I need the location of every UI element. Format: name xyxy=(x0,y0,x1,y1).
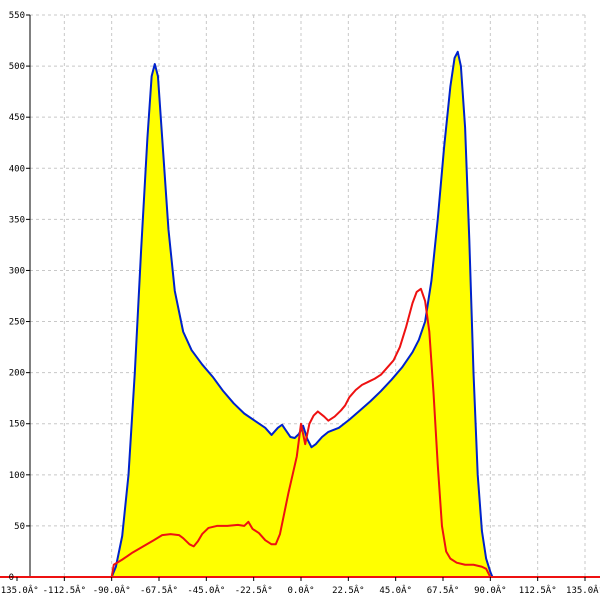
x-tick-label: 67.5Â° xyxy=(427,584,460,596)
series-0-area xyxy=(17,51,585,578)
y-tick-label: 150 xyxy=(9,420,25,430)
y-tick-label: 50 xyxy=(14,522,25,532)
y-tick-label: 200 xyxy=(9,369,25,379)
y-tick-label: 500 xyxy=(9,62,25,72)
x-tick-label: -112.5Â° xyxy=(43,584,86,596)
y-tick-label: 300 xyxy=(9,266,25,276)
y-tick-label: 350 xyxy=(9,215,25,225)
x-tick-label: -135.0Â° xyxy=(0,584,39,596)
y-tick-label: 250 xyxy=(9,318,25,328)
y-tick-label: 550 xyxy=(9,11,25,21)
tick-labels: -135.0Â° -112.5Â° -90.0Â° -67.5Â° -45.0Â° -22… xyxy=(0,11,600,596)
x-tick-label: 45.0Â° xyxy=(379,584,412,596)
y-tick-label: 400 xyxy=(9,164,25,174)
x-tick-label: 90.0Â° xyxy=(474,584,507,596)
x-tick-label: -45.0Â° xyxy=(187,584,225,596)
x-tick-label: 0.0Â° xyxy=(287,584,314,596)
x-tick-label: 22.5Â° xyxy=(332,584,365,596)
x-tick-label: -90.0Â° xyxy=(93,584,131,596)
series-area-layer xyxy=(17,51,585,578)
series-0-line xyxy=(17,50,585,578)
y-tick-label: 100 xyxy=(9,471,25,481)
series-1-line xyxy=(17,287,585,578)
x-tick-label: -22.5Â° xyxy=(235,584,273,596)
x-tick-label: 112.5Â° xyxy=(519,584,557,596)
x-tick-label: -67.5Â° xyxy=(140,584,178,596)
y-zero-label: 0 xyxy=(9,573,14,583)
y-tick-label: 450 xyxy=(9,113,25,123)
x-tick-label: 135.0Â° xyxy=(566,584,600,596)
series-line-layer xyxy=(0,50,600,578)
